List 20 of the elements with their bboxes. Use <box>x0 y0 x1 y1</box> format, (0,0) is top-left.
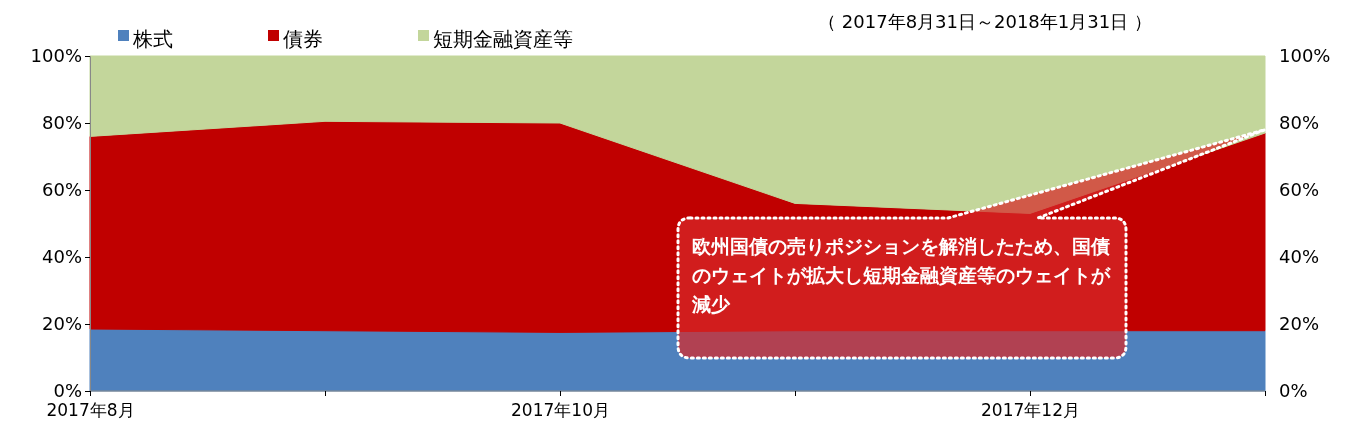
legend-label: 債券 <box>283 27 323 51</box>
y2-tick-label: 0% <box>53 380 82 402</box>
y-tick-label: 80% <box>1279 112 1320 134</box>
y2-tick-label: 20% <box>41 313 82 335</box>
y2-tick-label: 40% <box>41 246 82 268</box>
annotation: 欧州国債の売りポジションを解消したため、国債のウェイトが拡大し短期金融資産等のウェイトが減少 <box>692 234 1110 317</box>
y-tick-label: 100% <box>1279 45 1331 67</box>
y2-tick-label: 100% <box>30 45 82 67</box>
y-tick-label: 40% <box>1279 246 1320 268</box>
legend-label: 株式 <box>132 27 173 51</box>
y2-tick-label: 60% <box>41 179 82 201</box>
y2-tick-label: 80% <box>41 112 82 134</box>
x-tick-label: 2017年10月 <box>511 400 610 420</box>
y-tick-label: 20% <box>1279 313 1320 335</box>
y-tick-label: 0% <box>1279 380 1308 402</box>
x-tick-label: 2017年12月 <box>981 400 1080 420</box>
x-tick-label: 2017年8月 <box>46 400 135 420</box>
legend-label: 短期金融資産等 <box>433 27 573 51</box>
chart-subtitle: （ 2017年8月31日～2018年1月31日 ） <box>818 11 1152 32</box>
y-tick-label: 60% <box>1279 179 1320 201</box>
